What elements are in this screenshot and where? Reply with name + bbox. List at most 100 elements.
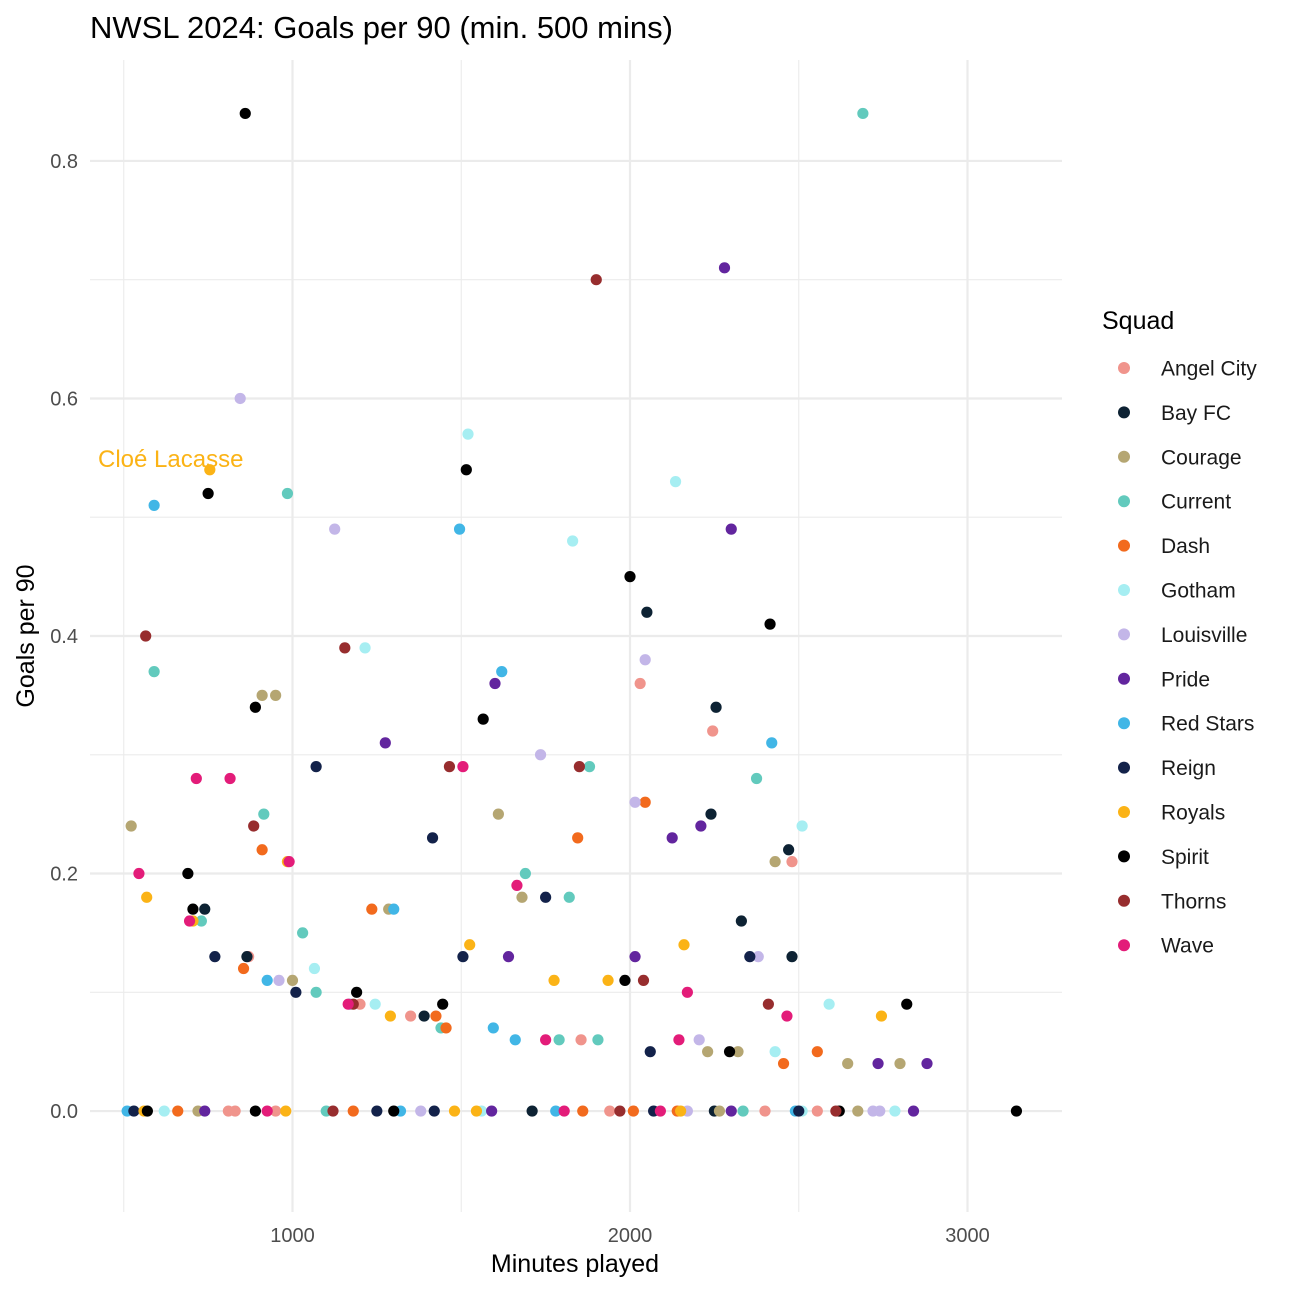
data-point — [1010, 1105, 1023, 1117]
data-point — [516, 891, 528, 903]
legend-swatch — [1118, 717, 1130, 730]
legend-label: Reign — [1161, 757, 1216, 780]
data-point — [199, 1105, 211, 1117]
data-point — [573, 761, 585, 773]
data-point — [548, 974, 560, 987]
data-point — [486, 1105, 498, 1117]
legend-swatch — [1118, 362, 1130, 374]
annotation-label: Cloé Lacasse — [98, 446, 243, 473]
legend-title: Squad — [1102, 307, 1174, 335]
legend: Squad Angel City Bay FC Courage Current Dash… — [1102, 307, 1257, 958]
data-point — [707, 725, 719, 737]
data-point — [732, 1046, 744, 1058]
data-point — [308, 962, 321, 975]
legend-label: Dash — [1161, 535, 1210, 558]
legend-item: Reign — [1118, 757, 1216, 780]
legend-label: Pride — [1161, 668, 1210, 691]
data-point — [457, 951, 469, 963]
y-tick-label: 0.8 — [50, 151, 78, 173]
data-point — [872, 1057, 884, 1070]
data-point — [366, 903, 378, 915]
legend-swatch — [1118, 450, 1130, 463]
legend-swatch — [1118, 539, 1130, 552]
legend-item: Dash — [1118, 535, 1210, 558]
data-point — [678, 939, 690, 951]
data-point — [602, 974, 614, 987]
data-point — [737, 1105, 749, 1117]
data-point — [907, 1105, 920, 1117]
legend-swatch — [1118, 406, 1130, 419]
data-point — [453, 523, 466, 535]
data-point — [592, 1034, 604, 1046]
data-point — [283, 856, 295, 868]
series-dash — [172, 796, 823, 1117]
data-point — [249, 701, 261, 713]
data-point — [572, 832, 584, 844]
legend-label: Louisville — [1161, 624, 1247, 647]
legend-swatch — [1118, 495, 1130, 508]
data-point — [249, 1105, 261, 1117]
data-point — [148, 666, 160, 678]
data-point — [405, 1010, 417, 1022]
data-point — [426, 832, 439, 844]
data-point — [781, 1010, 793, 1022]
legend-swatch — [1118, 850, 1130, 863]
data-point — [783, 844, 795, 856]
data-point — [457, 761, 469, 773]
data-point — [496, 666, 508, 678]
legend-label: Spirit — [1161, 846, 1209, 869]
data-point — [359, 642, 371, 654]
data-point — [823, 998, 835, 1010]
data-point — [327, 1105, 339, 1117]
data-point — [464, 939, 476, 951]
data-point — [744, 951, 756, 963]
data-point — [371, 1105, 383, 1117]
data-point — [209, 951, 221, 963]
data-point — [172, 1105, 184, 1117]
y-tick-label: 0.2 — [50, 864, 78, 886]
data-point — [666, 832, 678, 844]
data-point — [437, 998, 449, 1010]
data-point — [202, 487, 214, 500]
data-point — [641, 606, 653, 618]
series-spirit — [141, 107, 1023, 1117]
data-point — [725, 523, 737, 535]
legend-item: Angel City — [1118, 358, 1257, 381]
legend-label: Wave — [1161, 935, 1214, 958]
legend-item: Gotham — [1118, 580, 1236, 603]
data-point — [629, 796, 641, 808]
data-point — [379, 737, 391, 749]
y-tick-labels: 0.0 0.2 0.4 0.6 0.8 — [50, 151, 78, 1123]
data-point — [239, 107, 251, 120]
y-axis-title: Goals per 90 — [12, 564, 40, 707]
data-point — [183, 915, 196, 927]
data-point — [766, 737, 778, 749]
data-point — [669, 476, 682, 488]
data-point — [874, 1105, 886, 1117]
data-point — [567, 535, 579, 547]
x-tick-label: 1000 — [270, 1225, 315, 1247]
data-point — [509, 1034, 521, 1046]
legend-swatch — [1118, 761, 1130, 774]
data-point — [502, 951, 515, 963]
data-point — [384, 1010, 396, 1022]
y-tick-label: 0.4 — [50, 626, 78, 648]
data-point — [460, 464, 472, 476]
data-point — [224, 772, 236, 785]
y-tick-label: 0.6 — [50, 388, 78, 410]
data-point — [550, 1105, 562, 1117]
series-bay-fc — [199, 606, 798, 1117]
legend-label: Thorns — [1161, 890, 1226, 913]
data-point — [811, 1105, 823, 1117]
data-point — [627, 1105, 639, 1117]
data-point — [526, 1105, 538, 1117]
series-courage — [125, 689, 906, 1117]
data-point — [487, 1022, 499, 1034]
data-point — [261, 974, 273, 987]
data-point — [440, 1022, 452, 1034]
data-point — [673, 1034, 685, 1046]
legend-swatch — [1118, 806, 1130, 818]
data-point — [286, 974, 299, 987]
data-point — [793, 1105, 805, 1117]
data-point — [141, 891, 153, 903]
